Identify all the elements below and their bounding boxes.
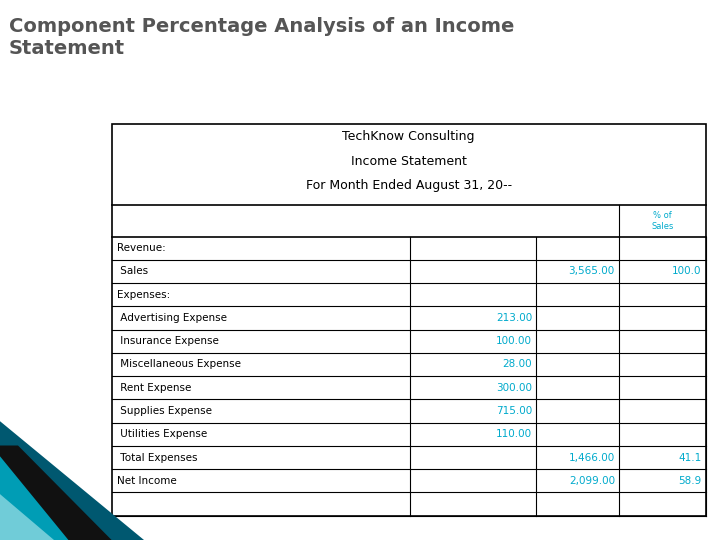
Text: 300.00: 300.00	[496, 383, 532, 393]
Text: 28.00: 28.00	[503, 360, 532, 369]
Text: Income Statement: Income Statement	[351, 155, 467, 168]
Text: 100.0: 100.0	[672, 266, 701, 276]
Text: 110.00: 110.00	[496, 429, 532, 439]
Text: Net Income: Net Income	[117, 476, 176, 486]
Text: Advertising Expense: Advertising Expense	[117, 313, 227, 323]
Text: 213.00: 213.00	[496, 313, 532, 323]
Text: 3,565.00: 3,565.00	[569, 266, 615, 276]
Text: Total Expenses: Total Expenses	[117, 453, 197, 463]
Text: 1,466.00: 1,466.00	[569, 453, 615, 463]
Text: Miscellaneous Expense: Miscellaneous Expense	[117, 360, 240, 369]
Text: 715.00: 715.00	[496, 406, 532, 416]
Text: For Month Ended August 31, 20--: For Month Ended August 31, 20--	[305, 179, 512, 192]
Polygon shape	[0, 446, 112, 540]
Text: Supplies Expense: Supplies Expense	[117, 406, 212, 416]
Text: Expenses:: Expenses:	[117, 289, 170, 300]
Bar	[112, 124, 706, 516]
Text: Component Percentage Analysis of an Income
Statement: Component Percentage Analysis of an Inco…	[9, 17, 514, 58]
Text: 41.1: 41.1	[678, 453, 701, 463]
Text: 58.9: 58.9	[678, 476, 701, 486]
Text: Insurance Expense: Insurance Expense	[117, 336, 218, 346]
Text: TechKnow Consulting: TechKnow Consulting	[342, 131, 475, 144]
Polygon shape	[0, 494, 54, 540]
Polygon shape	[0, 454, 104, 540]
Text: Sales: Sales	[117, 266, 148, 276]
Text: 100.00: 100.00	[496, 336, 532, 346]
Text: Utilities Expense: Utilities Expense	[117, 429, 207, 439]
Polygon shape	[0, 421, 144, 540]
Text: 2,099.00: 2,099.00	[569, 476, 615, 486]
Text: % of
Sales: % of Sales	[651, 211, 674, 231]
Text: Revenue:: Revenue:	[117, 243, 166, 253]
Text: Rent Expense: Rent Expense	[117, 383, 191, 393]
